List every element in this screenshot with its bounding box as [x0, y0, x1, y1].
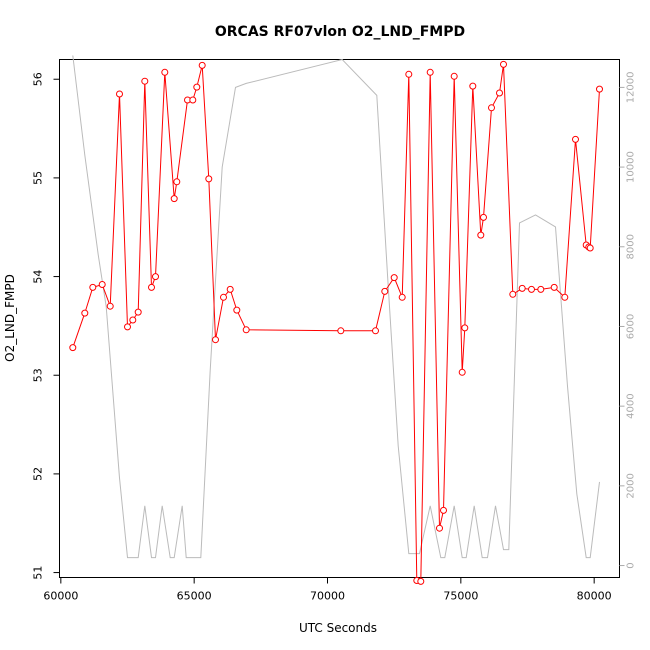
x-axis-label: UTC Seconds [299, 621, 377, 635]
data-point [372, 327, 379, 335]
y-tick-label: 55 [32, 171, 45, 185]
data-point [496, 89, 503, 97]
data-point [509, 290, 517, 298]
y-axis-left: 51 52 53 54 55 56 [32, 72, 60, 580]
data-point [116, 90, 123, 98]
data-point [170, 195, 178, 203]
data-point [233, 306, 241, 314]
y-tick-label: 54 [32, 270, 45, 284]
data-point [417, 577, 425, 585]
data-point [242, 326, 250, 334]
y-tick-label: 56 [32, 72, 45, 86]
y2-tick-label: 12000 [626, 71, 637, 103]
y-tick-label: 52 [32, 467, 45, 481]
y-axis-label: O2_LND_FMPD [3, 274, 17, 362]
data-point [398, 293, 406, 301]
data-point [458, 368, 466, 376]
data-point [173, 178, 181, 186]
data-point [212, 336, 219, 344]
data-point [141, 77, 149, 85]
data-point [129, 316, 137, 324]
y2-tick-label: 6000 [626, 314, 637, 339]
data-point [390, 274, 398, 282]
data-point [586, 244, 594, 252]
data-point [572, 135, 579, 143]
data-point [81, 309, 89, 317]
data-point [528, 285, 535, 293]
data-point [405, 70, 413, 78]
data-point [381, 287, 389, 295]
data-point [152, 273, 159, 281]
data-point [461, 324, 469, 332]
data-point [500, 60, 507, 68]
data-point [480, 213, 487, 221]
chart-title: ORCAS RF07vlon O2_LND_FMPD [215, 24, 465, 40]
data-point [148, 283, 155, 291]
data-point [134, 308, 142, 316]
y2-tick-label: 2000 [626, 473, 637, 498]
secondary-series-line [72, 55, 600, 559]
data-point [98, 281, 106, 288]
data-point [561, 293, 569, 301]
plot-frame [59, 59, 620, 578]
y2-tick-label: 8000 [626, 234, 637, 259]
x-tick-label: 70000 [310, 590, 345, 603]
data-point [426, 68, 434, 76]
primary-series [69, 60, 603, 585]
y2-tick-label: 10000 [626, 151, 637, 183]
x-tick-label: 60000 [43, 590, 78, 603]
data-point [124, 323, 131, 331]
x-axis: 60000 65000 70000 75000 80000 [43, 577, 612, 603]
data-point [469, 82, 477, 90]
data-point [550, 283, 558, 291]
data-point [189, 96, 197, 104]
data-point [477, 231, 485, 239]
data-point [596, 85, 603, 93]
y-tick-label: 53 [32, 368, 45, 382]
y2-tick-label: 0 [626, 562, 637, 568]
data-point [161, 68, 169, 76]
data-point [69, 344, 77, 352]
secondary-series [72, 55, 600, 559]
data-point [226, 285, 234, 293]
data-point [89, 283, 97, 291]
data-point [337, 327, 345, 335]
y2-tick-label: 4000 [626, 393, 637, 418]
data-point [518, 284, 526, 292]
data-point [193, 83, 201, 91]
data-point [205, 175, 213, 183]
data-point [537, 285, 545, 293]
data-point [450, 72, 458, 80]
primary-series-line [72, 64, 600, 583]
y-tick-label: 51 [32, 566, 45, 580]
data-point [106, 302, 114, 310]
x-tick-label: 65000 [177, 590, 212, 603]
data-point [440, 506, 447, 514]
data-point [436, 524, 443, 532]
data-point [220, 293, 227, 301]
data-point [488, 104, 495, 112]
x-tick-label: 75000 [443, 590, 478, 603]
data-point [198, 61, 206, 69]
y-axis-right: 0 2000 4000 6000 8000 10000 12000 [619, 71, 637, 569]
x-tick-label: 80000 [577, 590, 612, 603]
